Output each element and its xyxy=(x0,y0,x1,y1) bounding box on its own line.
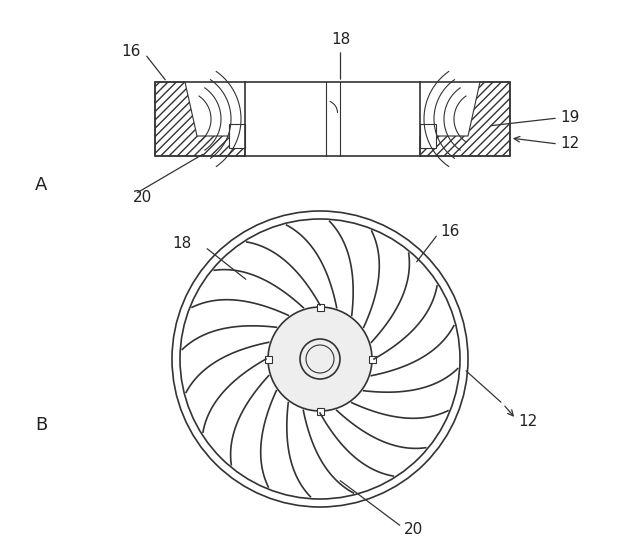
Text: 18: 18 xyxy=(331,32,350,47)
Text: 19: 19 xyxy=(560,110,579,126)
Text: 20: 20 xyxy=(133,189,152,205)
Text: 20: 20 xyxy=(404,522,423,537)
Bar xyxy=(229,124,245,148)
Text: 18: 18 xyxy=(172,237,191,251)
Bar xyxy=(317,304,323,311)
Text: 12: 12 xyxy=(518,415,537,430)
Text: B: B xyxy=(35,416,47,434)
Text: 16: 16 xyxy=(122,44,141,59)
Text: A: A xyxy=(35,176,47,194)
Bar xyxy=(317,407,323,415)
Bar xyxy=(420,124,436,148)
Circle shape xyxy=(268,307,372,411)
Text: 16: 16 xyxy=(440,224,460,238)
Bar xyxy=(369,355,376,362)
Bar xyxy=(155,82,510,156)
Text: 12: 12 xyxy=(560,137,579,151)
Bar xyxy=(264,355,271,362)
